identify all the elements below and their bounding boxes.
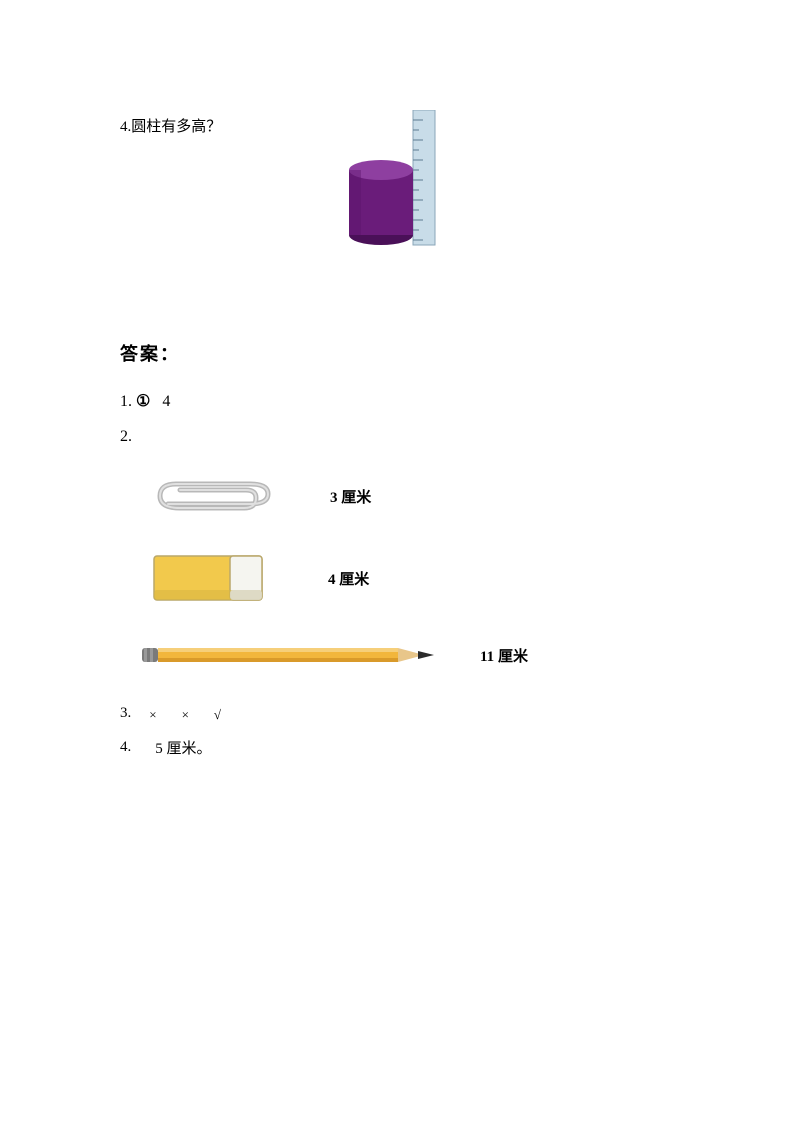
item-pencil-unit: 厘米 <box>498 649 528 665</box>
item-paperclip-value: 3 <box>330 490 338 506</box>
ruler-icon <box>413 110 435 245</box>
question-4: 4.圆柱有多高？ <box>120 110 683 250</box>
item-pencil-row: 11 厘米 <box>140 640 683 670</box>
answer-4: 4. 5 厘米。 <box>120 737 683 758</box>
answer-1-prefix: 1. <box>120 393 132 410</box>
item-pencil-value: 11 <box>480 649 494 665</box>
cylinder-with-ruler <box>321 110 461 250</box>
answer-1-mark: ① <box>136 384 150 419</box>
answer-1: 1. ① 4 <box>120 384 683 419</box>
item-eraser-unit: 厘米 <box>339 572 369 588</box>
item-paperclip-unit: 厘米 <box>341 490 371 506</box>
answer-4-prefix: 4. <box>120 739 131 756</box>
answer-4-value: 5 厘米。 <box>155 737 211 758</box>
item-eraser-value: 4 <box>328 572 336 588</box>
question-4-text: 4.圆柱有多高？ <box>120 110 221 139</box>
pencil-icon <box>140 640 440 670</box>
paperclip-icon <box>150 476 280 516</box>
answer-3: 3. × × √ <box>120 704 683 723</box>
cylinder-icon <box>349 160 413 245</box>
eraser-icon <box>150 550 270 606</box>
item-pencil-label: 11 厘米 <box>480 645 528 666</box>
answer-3-marks: × × √ <box>149 704 227 723</box>
item-eraser-label: 4 厘米 <box>328 568 369 589</box>
answer-2-prefix: 2. <box>120 419 683 454</box>
answers-title: 答案： <box>120 340 683 366</box>
answer-1-value: 4 <box>162 393 170 410</box>
answer-3-prefix: 3. <box>120 705 131 722</box>
item-paperclip-row: 3 厘米 <box>150 476 683 516</box>
item-eraser-row: 4 厘米 <box>150 550 683 606</box>
item-paperclip-label: 3 厘米 <box>330 486 371 507</box>
